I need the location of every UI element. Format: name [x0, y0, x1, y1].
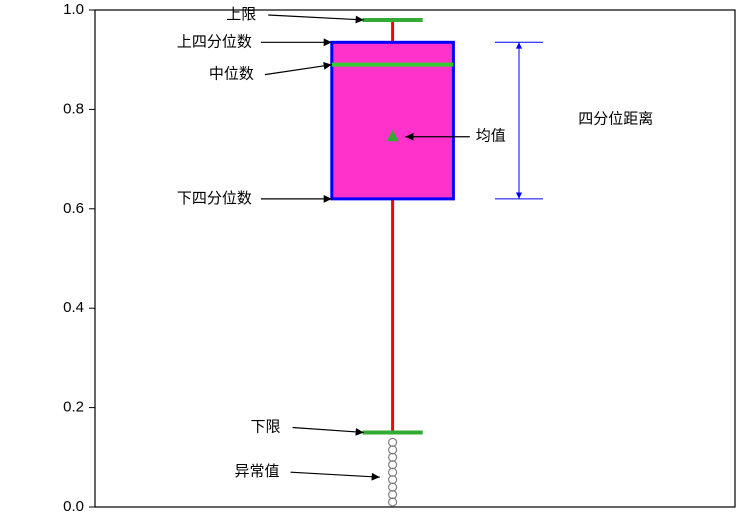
chart-container: 0.0 0.2 0.4 0.6 0.8 1.0 上限上四分位数中位数均值 四分位距离下四分位数…: [0, 0, 750, 519]
annotation-iqr: 四分位距离: [578, 110, 653, 127]
annotation-label: 下限: [251, 418, 281, 435]
annotation-label: 异常值: [235, 463, 280, 480]
ytick-label: 0.8: [63, 100, 84, 117]
ytick-label: 0.6: [63, 200, 84, 217]
boxplot-svg: 0.0 0.2 0.4 0.6 0.8 1.0 上限上四分位数中位数均值 四分位距离下四分位数…: [0, 0, 750, 519]
ytick-label: 1.0: [63, 1, 84, 18]
annotation-label: 上限: [226, 6, 256, 23]
ytick-label: 0.4: [63, 299, 84, 316]
annotation-label: 中位数: [209, 66, 254, 83]
ytick-label: 0.0: [63, 498, 84, 515]
annotation-label: 下四分位数: [177, 190, 252, 207]
annotation-label: 均值: [476, 128, 506, 145]
annotation-label: 上四分位数: [177, 33, 252, 50]
ytick-label: 0.2: [63, 399, 84, 416]
annotation-label: 四分位距离: [578, 110, 653, 127]
